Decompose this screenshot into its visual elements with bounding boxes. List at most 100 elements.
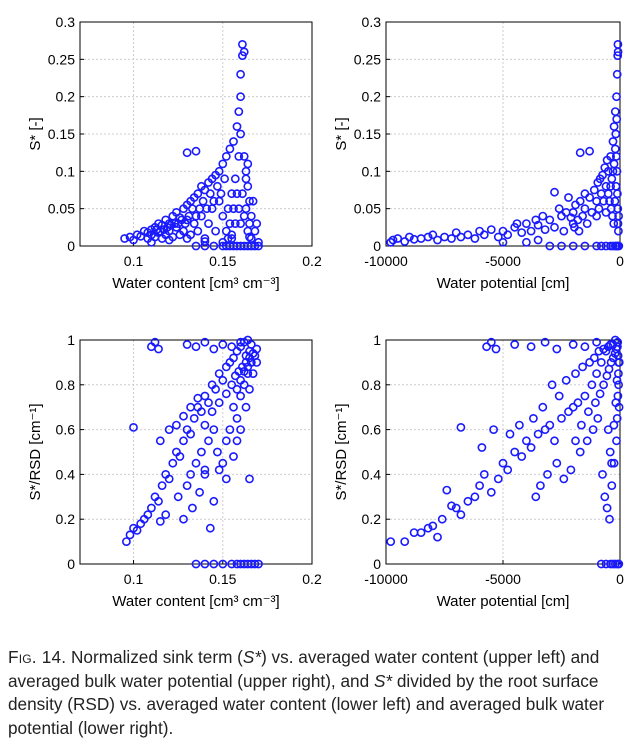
data-point <box>241 174 251 184</box>
data-point <box>437 514 447 524</box>
data-point <box>575 148 585 158</box>
data-point <box>589 353 599 363</box>
data-point <box>218 340 228 349</box>
data-point <box>189 413 199 423</box>
data-point <box>193 393 203 403</box>
y-tick-label: 0 <box>67 238 75 254</box>
data-point <box>225 144 235 154</box>
data-point <box>229 353 238 363</box>
data-point <box>587 380 597 390</box>
data-point <box>241 402 251 412</box>
data-point <box>252 357 262 367</box>
data-point <box>585 146 594 156</box>
y-axis-label: S* [-] <box>27 117 44 150</box>
data-point <box>214 166 224 176</box>
data-point <box>598 170 607 180</box>
data-point <box>578 362 587 372</box>
data-point <box>577 420 586 430</box>
data-point <box>252 219 262 228</box>
data-point <box>239 151 249 161</box>
data-point <box>592 211 601 221</box>
data-point <box>232 189 242 199</box>
data-point <box>230 174 240 184</box>
data-point <box>557 241 566 251</box>
data-point <box>451 503 461 513</box>
data-point <box>582 436 592 446</box>
chart-lower-right: -10000 -5000 0 0 0.2 0.4 0.6 0.8 1 Water potentia… <box>333 332 624 610</box>
data-point <box>531 492 541 502</box>
data-point <box>566 213 576 222</box>
data-point <box>463 496 473 506</box>
y-tick-label: 0.3 <box>362 14 382 30</box>
data-point <box>250 241 260 251</box>
data-point <box>143 234 153 243</box>
x-axis-label: Water potential [cm] <box>437 275 570 292</box>
data-point <box>552 344 562 354</box>
x-tick-label: -10000 <box>364 571 408 587</box>
data-point <box>236 129 245 139</box>
data-point <box>200 469 210 479</box>
data-point <box>236 69 245 79</box>
data-point <box>227 380 237 390</box>
data-point <box>610 144 620 154</box>
data-point <box>229 402 238 412</box>
data-point <box>607 458 616 468</box>
data-point <box>561 207 571 217</box>
data-point <box>209 344 219 354</box>
data-point <box>254 559 263 569</box>
data-point <box>248 369 258 378</box>
data-point <box>456 422 466 432</box>
data-point <box>205 189 215 199</box>
data-point <box>440 232 449 242</box>
data-point <box>152 225 162 234</box>
data-point <box>603 342 613 352</box>
data-point <box>547 380 557 390</box>
data-point <box>545 241 555 251</box>
data-point <box>245 384 254 394</box>
data-point <box>559 226 569 236</box>
data-point <box>526 443 536 452</box>
data-point <box>230 219 240 228</box>
data-point <box>132 526 142 535</box>
data-point <box>243 226 253 236</box>
data-point <box>200 465 210 475</box>
data-point <box>216 189 226 199</box>
data-point <box>609 420 619 430</box>
data-point <box>591 398 600 408</box>
data-point <box>510 447 520 457</box>
data-point <box>603 425 613 434</box>
data-point <box>578 211 587 221</box>
data-point <box>533 220 543 230</box>
data-point <box>493 474 503 484</box>
data-point <box>227 189 237 199</box>
data-point <box>594 204 604 214</box>
data-point <box>592 369 601 378</box>
y-tick-label: 1 <box>67 332 75 348</box>
data-point <box>614 211 623 221</box>
data-point <box>612 114 622 124</box>
data-point <box>200 559 210 569</box>
data-point <box>223 204 233 214</box>
data-point <box>428 230 438 240</box>
y-tick-label: 0.1 <box>56 163 76 179</box>
data-point <box>593 413 603 423</box>
chart-upper-right: -10000 -5000 0 0 0.05 0.1 0.15 0.2 0.25 0.3 Water … <box>333 14 624 292</box>
data-point <box>232 122 242 131</box>
data-point <box>614 559 624 569</box>
data-point <box>486 225 496 234</box>
data-point <box>614 380 623 390</box>
data-point <box>522 436 531 446</box>
data-point <box>409 528 419 537</box>
data-point <box>605 447 615 457</box>
data-point <box>186 230 195 240</box>
data-point <box>146 503 156 513</box>
data-point <box>489 425 498 434</box>
y-tick-label: 0.2 <box>362 89 382 105</box>
y-tick-label: 0.6 <box>56 422 76 438</box>
data-point <box>143 510 153 520</box>
data-point <box>477 443 487 452</box>
data-point <box>129 422 138 432</box>
data-point <box>221 389 231 399</box>
data-point <box>237 40 247 49</box>
data-point <box>608 353 618 363</box>
